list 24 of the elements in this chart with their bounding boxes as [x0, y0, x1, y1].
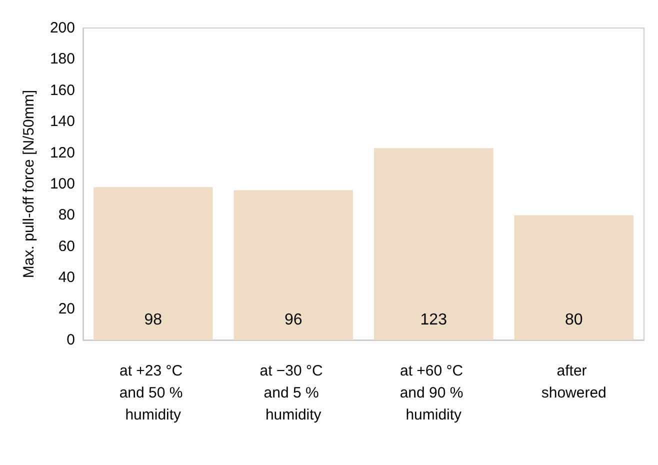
y-tick-label: 40 — [58, 269, 75, 286]
x-tick-label: at −30 °C and 5 % humidity — [260, 362, 328, 424]
y-tick-label: 80 — [58, 206, 75, 224]
y-tick-label: 200 — [50, 20, 75, 36]
y-tick-label: 140 — [50, 113, 75, 130]
y-tick-label: 60 — [58, 238, 75, 255]
data-label: 123 — [420, 312, 448, 328]
data-label: 98 — [144, 312, 162, 328]
y-tick-label: 20 — [58, 300, 75, 318]
bar — [514, 215, 634, 340]
bar — [374, 148, 494, 340]
y-tick-label: 120 — [50, 144, 75, 162]
y-tick-label: 100 — [50, 176, 75, 192]
y-tick-label: 0 — [66, 332, 75, 348]
data-label: 80 — [564, 312, 583, 328]
y-tick-label: 160 — [50, 82, 75, 99]
bar — [94, 187, 213, 340]
bar — [234, 190, 353, 340]
x-tick-label: at +60 °C and 90 % humidity — [400, 362, 468, 424]
y-axis-title: Max. pull-off force [N/50mm] — [20, 90, 38, 278]
x-tick-label: at +23 °C and 50 % humidity — [119, 362, 187, 424]
x-tick-label: after showered — [541, 362, 606, 402]
data-label: 96 — [284, 312, 302, 328]
y-tick-label: 180 — [50, 50, 75, 68]
